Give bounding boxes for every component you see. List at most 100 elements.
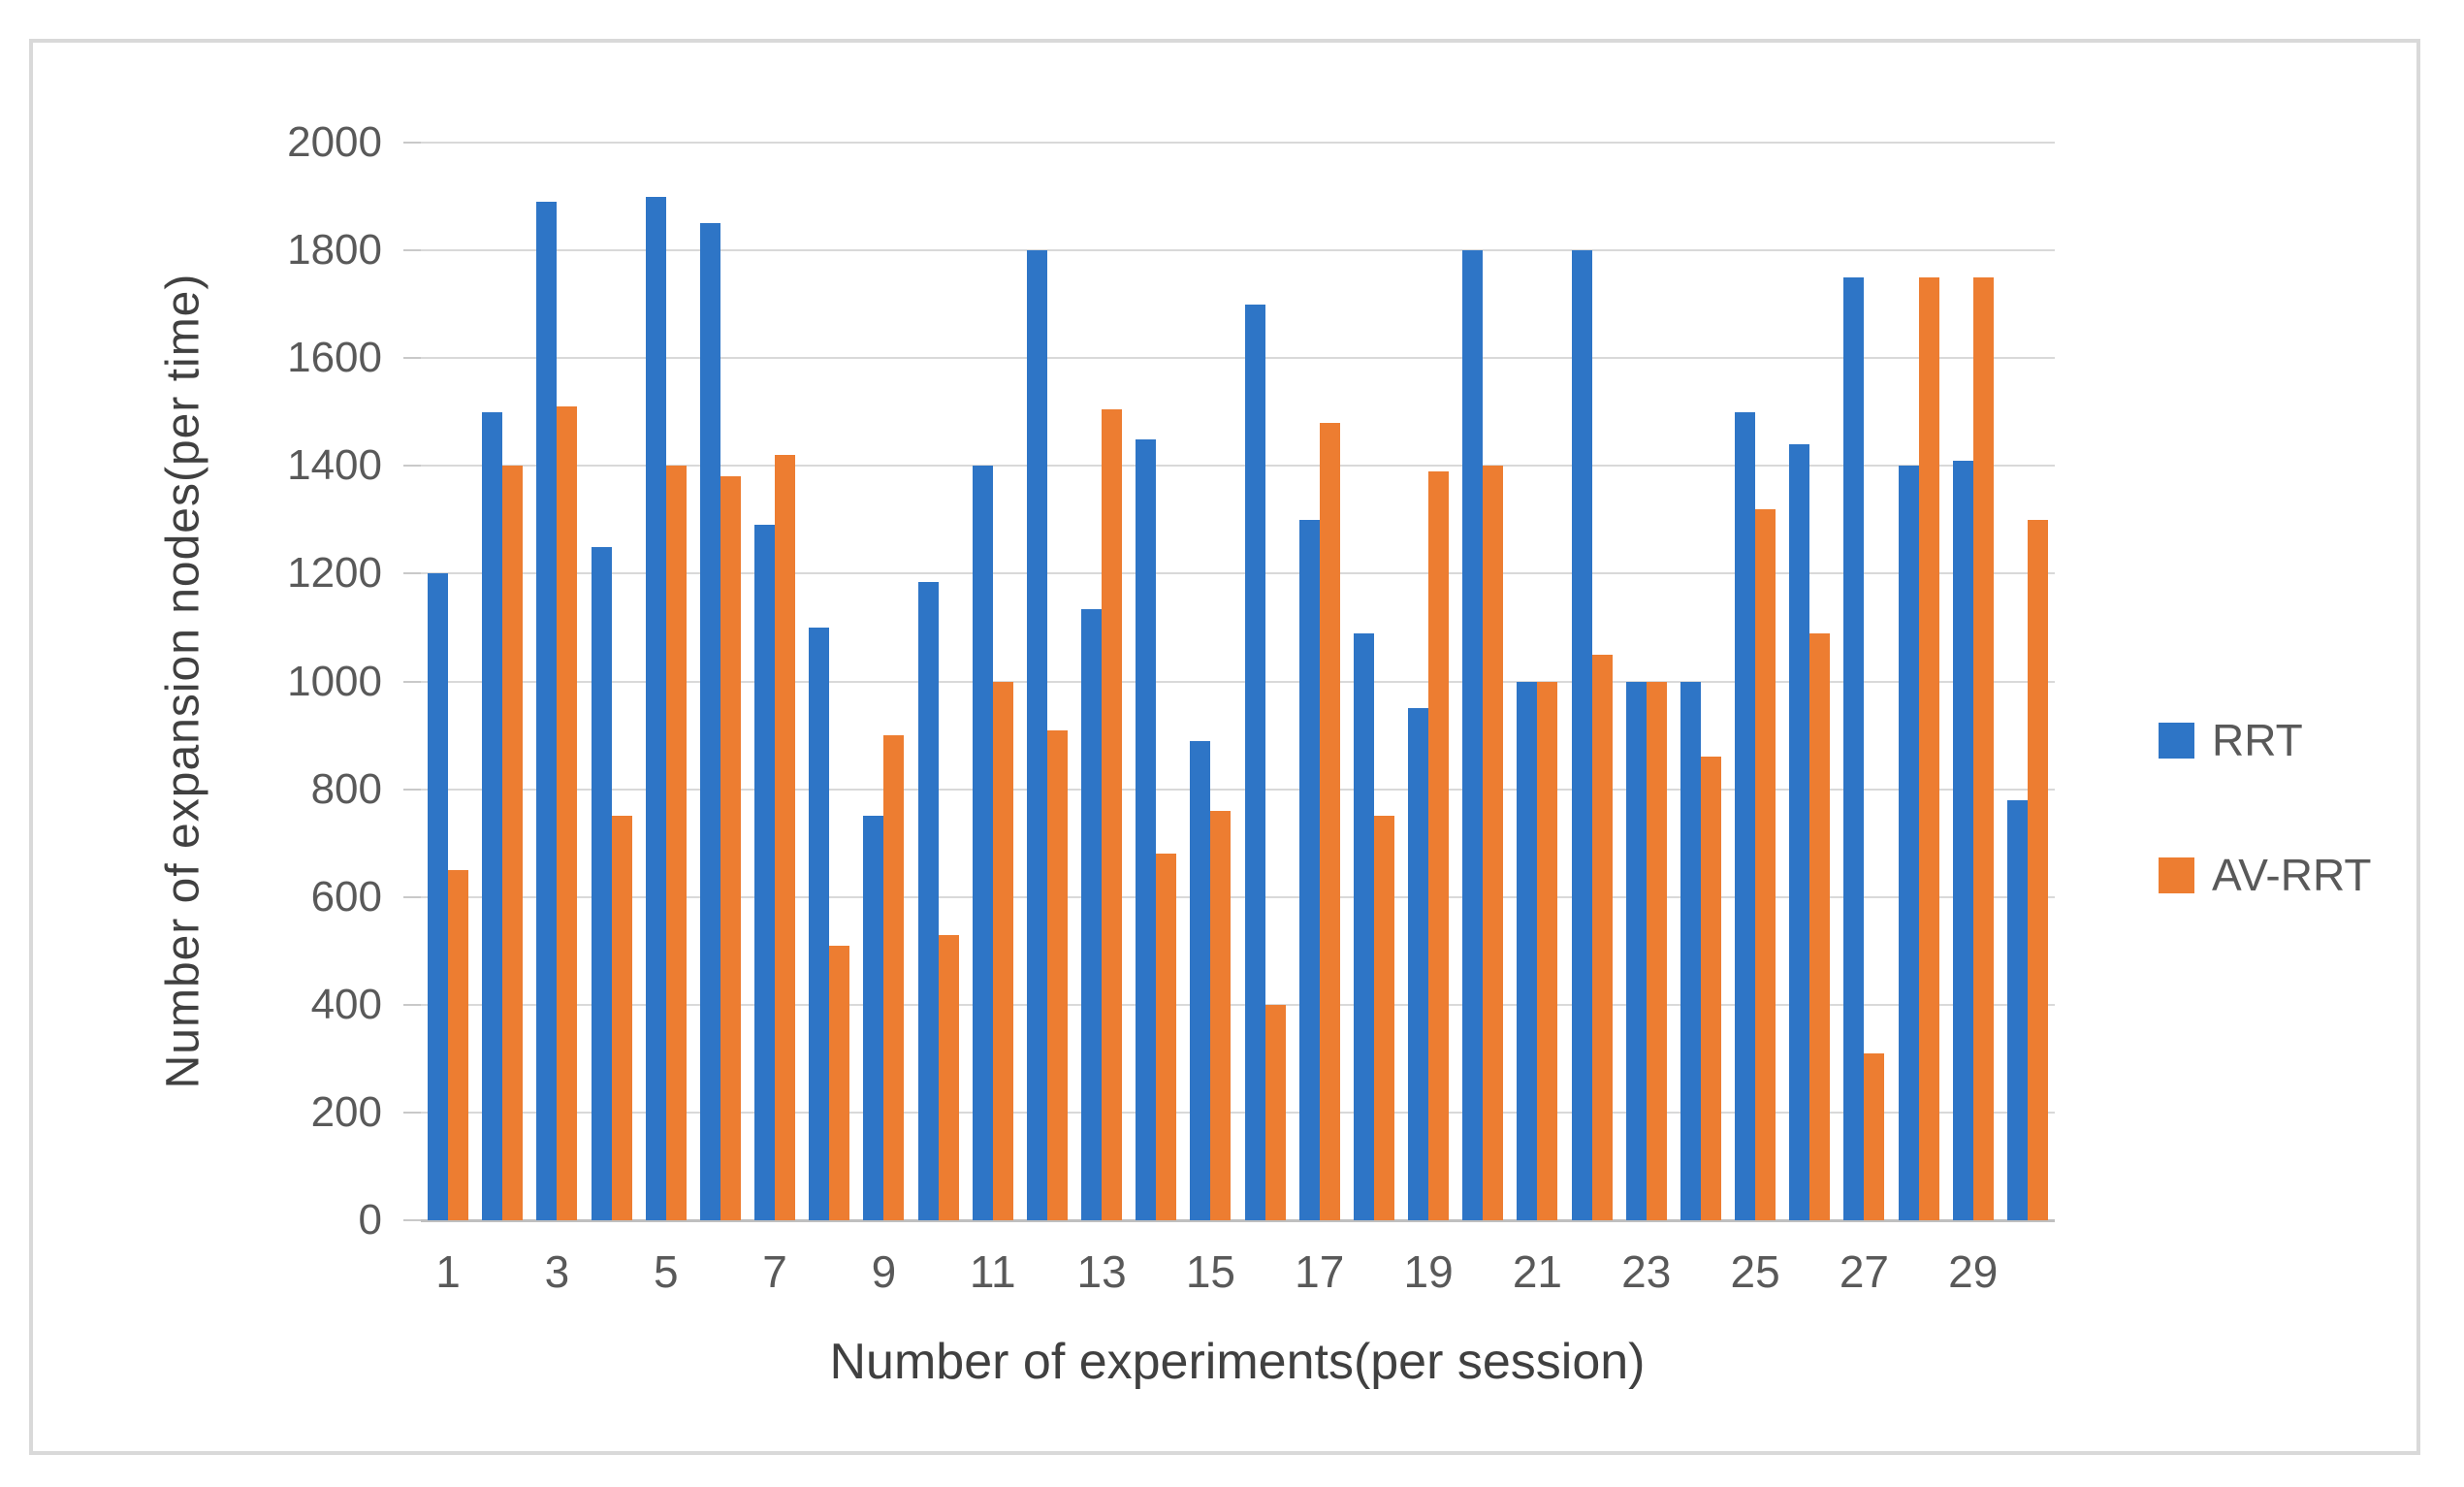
bar-av-rrt-14	[1156, 854, 1177, 1220]
bar-rrt-12	[1026, 250, 1047, 1220]
x-tick-label: 1	[435, 1246, 461, 1297]
x-tick-label: 19	[1403, 1246, 1454, 1297]
gridline	[421, 357, 2055, 360]
bar-rrt-13	[1081, 608, 1103, 1220]
bar-av-rrt-28	[1918, 276, 1939, 1220]
y-tick-mark	[403, 788, 421, 791]
y-tick-label: 0	[358, 1196, 382, 1244]
x-tick-label: 27	[1839, 1246, 1889, 1297]
legend-item-rrt: RRT	[2159, 714, 2371, 766]
bar-av-rrt-6	[720, 476, 741, 1220]
bar-rrt-11	[972, 466, 993, 1220]
y-tick-mark	[403, 572, 421, 575]
plot-area	[403, 142, 2055, 1222]
bar-av-rrt-24	[1700, 757, 1721, 1220]
bar-av-rrt-27	[1864, 1052, 1885, 1220]
bar-rrt-8	[809, 627, 830, 1220]
y-tick-mark	[403, 680, 421, 683]
bar-rrt-22	[1571, 250, 1592, 1220]
gridline	[421, 465, 2055, 468]
bar-av-rrt-7	[775, 455, 796, 1220]
gridline	[421, 249, 2055, 252]
bar-rrt-9	[863, 816, 884, 1220]
y-tick-mark	[403, 142, 421, 144]
x-tick-label: 29	[1948, 1246, 1999, 1297]
y-tick-label: 1600	[287, 334, 382, 382]
bar-rrt-3	[536, 202, 558, 1220]
rrt-legend-label: RRT	[2212, 715, 2303, 765]
bar-av-rrt-5	[665, 466, 687, 1220]
bar-rrt-28	[1898, 466, 1919, 1220]
x-tick-label: 7	[762, 1246, 787, 1297]
legend: RRT AV-RRT	[2159, 714, 2371, 984]
bar-av-rrt-15	[1210, 810, 1232, 1220]
bar-av-rrt-29	[1972, 276, 1994, 1220]
bar-rrt-30	[2006, 799, 2028, 1220]
bar-rrt-6	[699, 223, 720, 1220]
y-tick-label: 200	[310, 1087, 382, 1136]
bar-av-rrt-20	[1483, 466, 1504, 1220]
bar-av-rrt-3	[557, 406, 578, 1220]
x-tick-label: 13	[1076, 1246, 1127, 1297]
bar-rrt-27	[1843, 276, 1865, 1220]
gridline	[421, 572, 2055, 575]
bar-av-rrt-13	[1102, 408, 1123, 1220]
x-tick-label: 17	[1295, 1246, 1345, 1297]
bar-rrt-18	[1353, 632, 1374, 1220]
bar-av-rrt-1	[448, 869, 469, 1220]
bar-av-rrt-26	[1809, 632, 1831, 1220]
bar-rrt-20	[1462, 250, 1484, 1220]
gridline	[421, 680, 2055, 683]
x-tick-label: 11	[969, 1246, 1016, 1297]
bar-av-rrt-21	[1537, 681, 1558, 1220]
x-tick-label: 5	[653, 1246, 679, 1297]
gridline	[421, 1003, 2055, 1006]
x-tick-label: 23	[1621, 1246, 1672, 1297]
y-tick-mark	[403, 895, 421, 898]
bar-av-rrt-12	[1046, 729, 1068, 1220]
bar-rrt-16	[1244, 304, 1265, 1220]
x-axis-line	[421, 1219, 2055, 1222]
y-tick-label: 2000	[287, 118, 382, 166]
bar-av-rrt-16	[1264, 1004, 1286, 1220]
y-tick-label: 800	[310, 764, 382, 813]
y-tick-mark	[403, 249, 421, 252]
y-tick-mark	[403, 357, 421, 360]
bar-av-rrt-10	[938, 934, 959, 1220]
bar-av-rrt-4	[611, 816, 632, 1220]
bar-rrt-14	[1136, 438, 1157, 1220]
av-rrt-legend-label: AV-RRT	[2212, 850, 2372, 900]
gridline	[421, 788, 2055, 791]
bar-rrt-19	[1408, 708, 1429, 1220]
x-tick-label: 21	[1512, 1246, 1562, 1297]
y-tick-label: 600	[310, 872, 382, 921]
y-tick-label: 1800	[287, 226, 382, 275]
y-tick-mark	[403, 1111, 421, 1114]
x-tick-label: 15	[1185, 1246, 1235, 1297]
bar-rrt-4	[591, 546, 612, 1220]
bar-av-rrt-17	[1319, 422, 1340, 1220]
x-tick-label: 9	[871, 1246, 897, 1297]
bar-av-rrt-2	[502, 466, 524, 1220]
gridline	[421, 142, 2055, 144]
bar-av-rrt-19	[1428, 470, 1450, 1220]
gridline	[421, 895, 2055, 898]
y-tick-mark	[403, 1003, 421, 1006]
bar-rrt-15	[1190, 740, 1211, 1220]
legend-item-av-rrt: AV-RRT	[2159, 849, 2371, 901]
y-tick-label: 1200	[287, 549, 382, 598]
bar-rrt-1	[428, 573, 449, 1220]
bar-rrt-7	[754, 525, 776, 1220]
bar-av-rrt-22	[1591, 654, 1613, 1220]
bar-rrt-21	[1517, 681, 1538, 1220]
bar-av-rrt-8	[829, 945, 850, 1220]
bar-av-rrt-9	[883, 735, 905, 1220]
x-tick-label: 25	[1730, 1246, 1780, 1297]
bar-av-rrt-18	[1373, 816, 1394, 1220]
y-tick-mark	[403, 465, 421, 468]
bar-rrt-5	[645, 196, 666, 1220]
y-tick-mark	[403, 1219, 421, 1221]
rrt-legend-swatch	[2159, 722, 2194, 759]
bar-av-rrt-11	[992, 681, 1013, 1220]
bar-av-rrt-23	[1646, 681, 1667, 1220]
